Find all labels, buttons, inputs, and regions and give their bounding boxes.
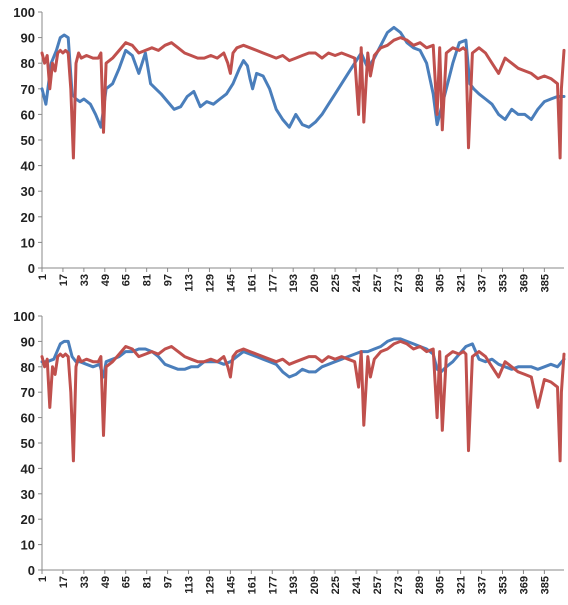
chart-top-series-blue-line bbox=[40, 25, 566, 129]
chart-bottom-x-tick-label: 273 bbox=[393, 576, 405, 594]
chart-bottom-x-tick-label: 353 bbox=[498, 576, 510, 594]
chart-top-x-tick-label: 161 bbox=[246, 274, 258, 292]
chart-bottom-y-tick-label: 80 bbox=[21, 360, 35, 375]
bottom-line-chart: 0 10 20 30 40 50 60 70 80 90 100 1 17 33 49 65 81 97 113 12… bbox=[13, 309, 566, 594]
chart-top-x-tick-label: 1 bbox=[37, 274, 49, 280]
chart-bottom-x-tick-label: 1 bbox=[37, 576, 49, 582]
chart-top-series-red-line bbox=[40, 36, 566, 160]
chart-top-y-tick-label: 100 bbox=[13, 5, 35, 20]
chart-bottom-y-tick-label: 40 bbox=[21, 461, 35, 476]
chart-bottom-y-tick-label: 100 bbox=[13, 309, 35, 324]
chart-top-y-tick-label: 80 bbox=[21, 56, 35, 71]
chart-top-x-tick-label: 385 bbox=[539, 274, 551, 292]
chart-top-y-tick-label: 0 bbox=[28, 261, 35, 276]
chart-bottom-x-tick-label: 17 bbox=[58, 576, 70, 588]
chart-bottom-x-tick-label: 49 bbox=[100, 576, 112, 588]
chart-top-x-tick-label: 353 bbox=[498, 274, 510, 292]
chart-bottom-y-tick-label: 60 bbox=[21, 411, 35, 426]
chart-bottom-y-tick-label: 0 bbox=[28, 563, 35, 578]
chart-bottom-x-tick-label: 241 bbox=[351, 576, 363, 594]
chart-top-x-tick-label: 49 bbox=[100, 274, 112, 286]
chart-top-x-tick-label: 81 bbox=[142, 274, 154, 286]
chart-top-y-tick-label: 90 bbox=[21, 31, 35, 46]
top-line-chart: 0 10 20 30 40 50 60 70 80 90 100 1 17 33 49 65 81 97 113 12… bbox=[13, 5, 566, 292]
chart-bottom-x-tick-label: 33 bbox=[79, 576, 91, 588]
chart-bottom-x-tick-label: 129 bbox=[204, 576, 216, 594]
chart-top-x-tick-label: 321 bbox=[456, 274, 468, 292]
chart-bottom-series-blue-line bbox=[40, 337, 566, 379]
chart-top-y-tick-label: 20 bbox=[21, 210, 35, 225]
chart-top-x-tick-label: 145 bbox=[225, 274, 237, 292]
chart-bottom-x-tick-label: 369 bbox=[518, 576, 530, 594]
chart-bottom-x-tick-label: 81 bbox=[142, 576, 154, 588]
chart-bottom-x-tick-label: 289 bbox=[414, 576, 426, 594]
chart-top-x-tick-label: 129 bbox=[204, 274, 216, 292]
chart-bottom-x-tick-label: 337 bbox=[477, 576, 489, 594]
chart-bottom-y-tick-label: 90 bbox=[21, 334, 35, 349]
chart-top-x-tick-label: 305 bbox=[435, 274, 447, 292]
chart-bottom-x-tick-label: 177 bbox=[267, 576, 279, 594]
chart-bottom-x-tick-label: 113 bbox=[184, 576, 196, 594]
chart-top-x-tick-label: 33 bbox=[79, 274, 91, 286]
chart-top-x-tick-label: 177 bbox=[267, 274, 279, 292]
chart-top-y-tick-label: 60 bbox=[21, 107, 35, 122]
chart-top-y-tick-label: 10 bbox=[21, 235, 35, 250]
chart-bottom-y-tick-label: 50 bbox=[21, 436, 35, 451]
chart-top-x-tick-label: 257 bbox=[372, 274, 384, 292]
chart-top-x-tick-label: 241 bbox=[351, 274, 363, 292]
chart-bottom-x-tick-label: 145 bbox=[225, 576, 237, 594]
chart-top-x-tick-label: 65 bbox=[121, 274, 133, 286]
chart-bottom-x-tick-label: 225 bbox=[330, 576, 342, 594]
chart-bottom-y-tick-label: 20 bbox=[21, 512, 35, 527]
chart-bottom-y-tick-label: 70 bbox=[21, 385, 35, 400]
chart-bottom-x-tick-label: 305 bbox=[435, 576, 447, 594]
chart-top-x-tick-label: 225 bbox=[330, 274, 342, 292]
chart-top-x-tick-label: 273 bbox=[393, 274, 405, 292]
chart-bottom-x-tick-label: 257 bbox=[372, 576, 384, 594]
chart-bottom-x-tick-label: 209 bbox=[309, 576, 321, 594]
chart-top-x-tick-label: 369 bbox=[518, 274, 530, 292]
chart-bottom-x-tick-label: 321 bbox=[456, 576, 468, 594]
chart-top-x-tick-label: 113 bbox=[184, 274, 196, 292]
chart-top-x-tick-label: 289 bbox=[414, 274, 426, 292]
chart-bottom-x-tick-label: 161 bbox=[246, 576, 258, 594]
chart-top-y-tick-label: 40 bbox=[21, 159, 35, 174]
chart-top-x-tick-label: 97 bbox=[163, 274, 175, 286]
chart-bottom-x-tick-label: 385 bbox=[539, 576, 551, 594]
chart-top-y-tick-label: 70 bbox=[21, 82, 35, 97]
chart-top-y-tick-label: 30 bbox=[21, 184, 35, 199]
chart-top-x-tick-label: 193 bbox=[288, 274, 300, 292]
chart-top-x-tick-label: 209 bbox=[309, 274, 321, 292]
chart-bottom-x-tick-label: 97 bbox=[163, 576, 175, 588]
chart-bottom-y-tick-label: 10 bbox=[21, 538, 35, 553]
chart-bottom-y-tick-label: 30 bbox=[21, 487, 35, 502]
chart-top-x-tick-label: 17 bbox=[58, 274, 70, 286]
chart-bottom-x-tick-label: 65 bbox=[121, 576, 133, 588]
chart-top-y-tick-label: 50 bbox=[21, 133, 35, 148]
chart-bottom-x-tick-label: 193 bbox=[288, 576, 300, 594]
chart-bottom-series-red-line bbox=[40, 339, 566, 463]
chart-top-x-tick-label: 337 bbox=[477, 274, 489, 292]
